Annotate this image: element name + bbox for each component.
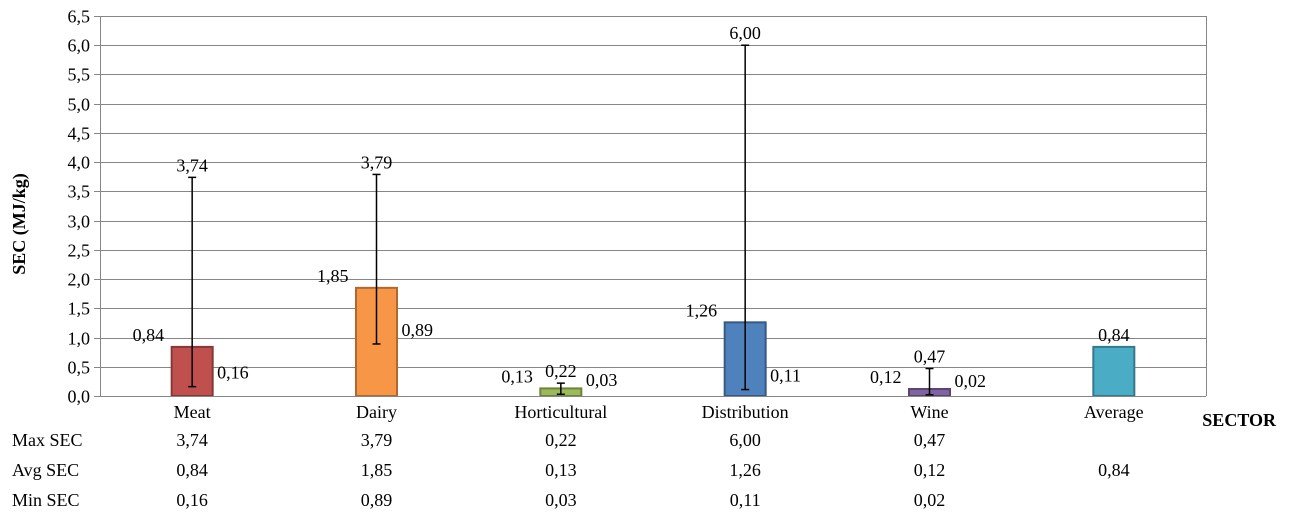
x-tick-labels: Meat Dairy Horticultural Distribution Wine Av… bbox=[174, 402, 1144, 422]
x-tick-label: Wine bbox=[910, 402, 948, 422]
table-cell: 0,22 bbox=[545, 430, 577, 450]
y-tick-label: 4,0 bbox=[68, 153, 91, 173]
y-tick-label: 6,5 bbox=[68, 7, 91, 27]
x-axis-title: SECTOR bbox=[1202, 410, 1277, 430]
x-tick-label: Average bbox=[1084, 402, 1144, 422]
table-cell: 3,74 bbox=[176, 430, 208, 450]
y-tick-label: 5,0 bbox=[68, 95, 91, 115]
avg-value-label: 0,84 bbox=[133, 325, 165, 345]
min-value-label: 0,89 bbox=[402, 320, 434, 340]
y-axis-title: SEC (MJ/kg) bbox=[9, 173, 30, 275]
avg-value-label: 1,26 bbox=[686, 300, 718, 320]
table-cell: 0,13 bbox=[545, 460, 577, 480]
avg-value-label: 0,12 bbox=[870, 367, 902, 387]
min-value-label: 0,16 bbox=[217, 363, 249, 383]
table-row-label: Max SEC bbox=[12, 430, 83, 450]
table-cell: 0,47 bbox=[914, 430, 946, 450]
table-cell: 1,26 bbox=[729, 460, 761, 480]
y-tick-label: 0,0 bbox=[68, 387, 91, 407]
y-tick-label: 4,5 bbox=[68, 124, 91, 144]
table-row-label: Min SEC bbox=[12, 490, 80, 510]
y-tick-label: 5,5 bbox=[68, 65, 91, 85]
avg-value-label: 1,85 bbox=[317, 266, 349, 286]
table-cell: 0,84 bbox=[1098, 460, 1130, 480]
data-labels: 3,74 0,16 0,84 3,79 0,89 1,85 0,22 0,03 0,13 6,00… bbox=[133, 23, 1130, 391]
error-bars bbox=[188, 44, 934, 396]
table-cell: 0,12 bbox=[914, 460, 946, 480]
max-value-label: 0,22 bbox=[545, 361, 577, 381]
y-tick-label: 6,0 bbox=[68, 36, 91, 56]
table-cell: 0,16 bbox=[176, 490, 208, 510]
avg-value-label: 0,84 bbox=[1098, 325, 1130, 345]
max-value-label: 3,74 bbox=[176, 155, 208, 175]
table-cell: 0,11 bbox=[730, 490, 761, 510]
table-cell: 0,02 bbox=[914, 490, 946, 510]
bar-average bbox=[1092, 345, 1136, 397]
y-tick-label: 2,5 bbox=[68, 241, 91, 261]
y-tick-label: 3,5 bbox=[68, 182, 91, 202]
x-tick-label: Horticultural bbox=[514, 402, 607, 422]
table-cell: 0,84 bbox=[176, 460, 208, 480]
data-table: Max SEC 3,74 3,79 0,22 6,00 0,47 Avg SEC 0,84 1,… bbox=[12, 430, 1130, 510]
table-cell: 0,03 bbox=[545, 490, 577, 510]
x-tick-label: Distribution bbox=[702, 402, 789, 422]
table-cell: 6,00 bbox=[729, 430, 761, 450]
y-tick-labels: 0,0 0,5 1,0 1,5 2,0 2,5 3,0 3,5 4,0 4,5 5,0 5,5 6,0 6… bbox=[68, 7, 91, 407]
max-value-label: 6,00 bbox=[729, 23, 761, 43]
x-tick-label: Dairy bbox=[356, 402, 397, 422]
bars bbox=[170, 286, 1136, 398]
y-tick-label: 1,5 bbox=[68, 299, 91, 319]
gridlines bbox=[100, 16, 1206, 368]
max-value-label: 3,79 bbox=[361, 152, 393, 172]
y-tick-label: 1,0 bbox=[68, 329, 91, 349]
max-value-label: 0,47 bbox=[914, 347, 946, 367]
table-cell: 1,85 bbox=[361, 460, 393, 480]
y-tick-label: 2,0 bbox=[68, 270, 91, 290]
table-cell: 0,89 bbox=[361, 490, 393, 510]
table-row-label: Avg SEC bbox=[12, 460, 79, 480]
axes bbox=[94, 16, 1207, 397]
avg-value-label: 0,13 bbox=[501, 366, 533, 386]
min-value-label: 0,11 bbox=[770, 366, 801, 386]
table-cell: 3,79 bbox=[361, 430, 393, 450]
y-tick-label: 3,0 bbox=[68, 212, 91, 232]
min-value-label: 0,02 bbox=[955, 371, 987, 391]
x-tick-label: Meat bbox=[174, 402, 211, 422]
y-tick-label: 0,5 bbox=[68, 358, 91, 378]
min-value-label: 0,03 bbox=[586, 370, 618, 390]
